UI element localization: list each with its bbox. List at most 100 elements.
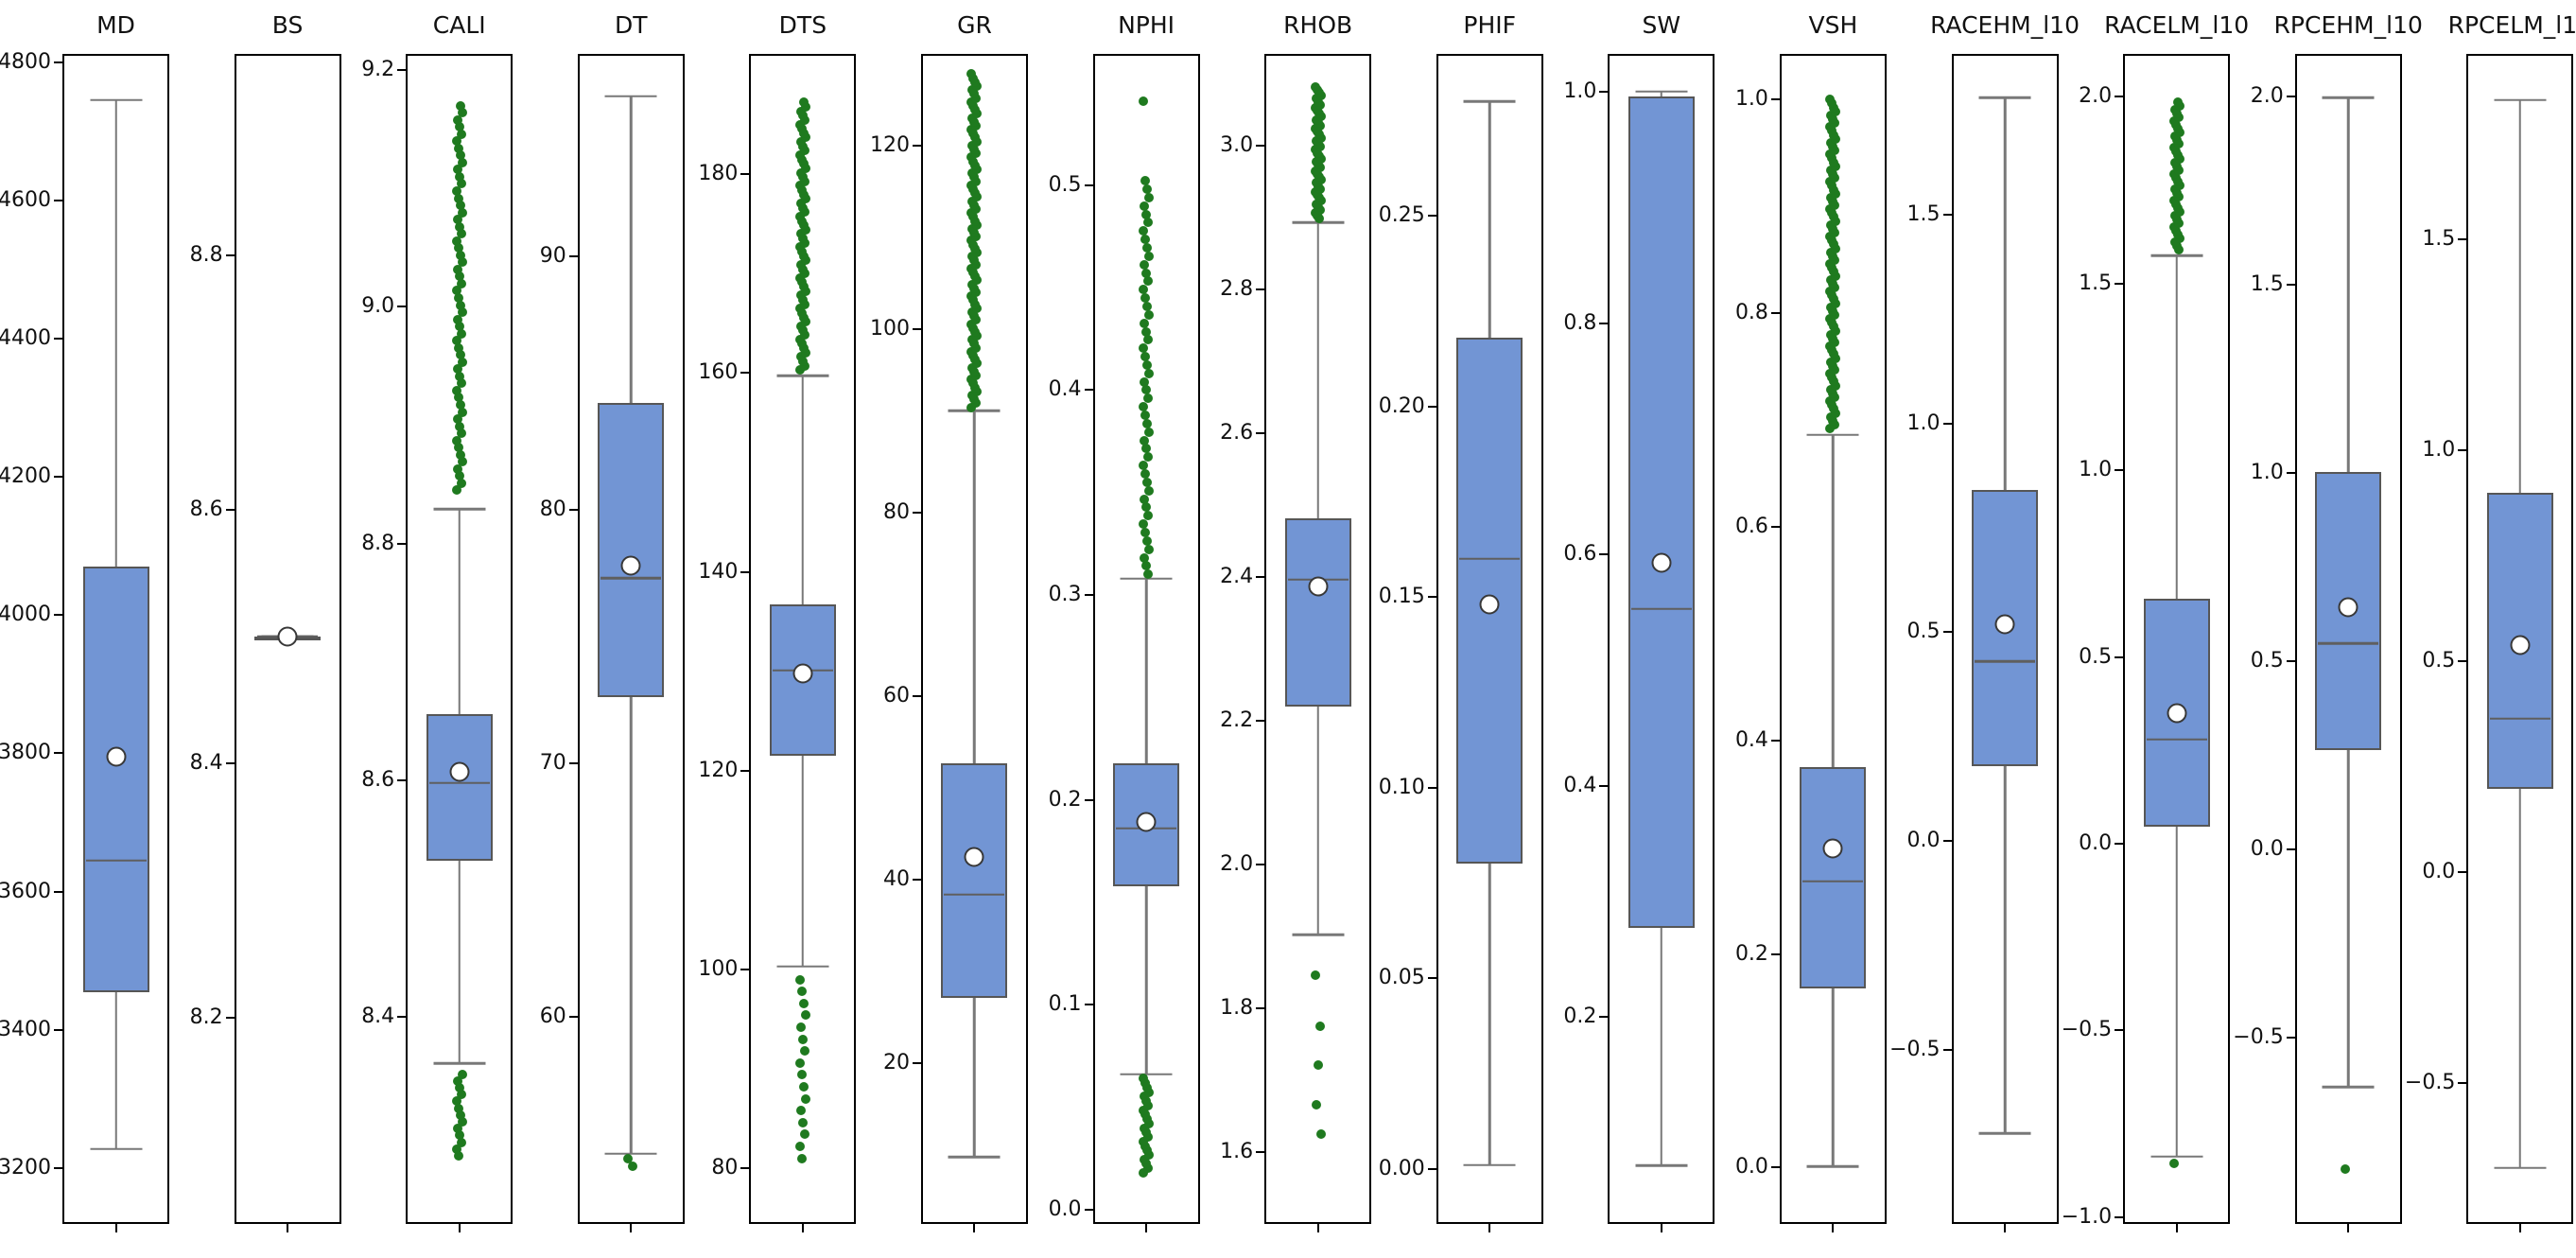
y-tick-label: 2.2 <box>1220 708 1254 732</box>
outlier-dot <box>454 1130 464 1141</box>
outlier-dot <box>1143 1100 1154 1110</box>
iqr-box <box>598 403 665 698</box>
outlier-dot <box>795 199 806 209</box>
outlier-dot <box>799 207 809 218</box>
outlier-dot <box>456 478 466 488</box>
y-tick-label: 2.8 <box>1220 276 1254 301</box>
outlier-dot <box>800 1010 810 1021</box>
outlier-dot <box>797 294 808 305</box>
outlier-dot <box>451 286 461 296</box>
whisker-upper-line <box>114 99 117 568</box>
whisker-cap-lower <box>2322 1085 2375 1089</box>
boxplot-racelm-l10: RACELM_l10 −1.0 −0.5 0.0 0.5 1.0 1.5 2.0 <box>2061 0 2249 1258</box>
outlier-dot <box>799 269 809 279</box>
outlier-dot <box>1144 251 1155 261</box>
whisker-cap-upper <box>2494 98 2547 102</box>
outlier-dot <box>1140 1154 1150 1164</box>
outlier-dot <box>456 229 466 239</box>
outlier-dot <box>2172 97 2183 108</box>
outlier-dot <box>452 1075 462 1086</box>
outlier-dot <box>455 1109 465 1120</box>
outlier-dot <box>451 336 461 346</box>
y-tick-mark <box>1599 322 1609 324</box>
x-tick-mark <box>1316 1224 1319 1232</box>
x-tick-mark <box>458 1224 461 1232</box>
outlier-dot <box>794 211 805 221</box>
whisker-lower-line <box>2175 827 2178 1157</box>
mean-marker <box>792 663 813 684</box>
mean-marker <box>449 761 470 782</box>
whisker-upper-line <box>1316 222 1319 519</box>
outlier-dot <box>1826 329 1836 340</box>
outlier-dot <box>798 1082 809 1092</box>
y-tick-label: 1.0 <box>1906 411 1941 435</box>
outlier-dot <box>2169 131 2180 142</box>
y-tick-label: 0.2 <box>1734 941 1768 966</box>
outlier-dot <box>1141 444 1152 454</box>
y-tick-label: 80 <box>882 500 910 525</box>
y-tick-mark <box>1256 1006 1265 1009</box>
outlier-dot <box>797 141 808 151</box>
outlier-dot <box>1140 435 1150 446</box>
y-tick-label: 0.8 <box>1563 310 1597 335</box>
outlier-dot <box>456 378 466 389</box>
outlier-dot <box>1825 95 1836 105</box>
y-tick-mark <box>2115 843 2124 846</box>
y-tick-label: 8.6 <box>189 497 223 521</box>
y-tick-mark <box>2115 1215 2124 1218</box>
outlier-dot <box>795 290 806 301</box>
outlier-dot <box>1139 343 1149 354</box>
plot-axes-dts: 80 100 120 140 160 180 <box>698 54 857 1232</box>
outlier-dot <box>457 1116 467 1127</box>
outlier-dot <box>1826 357 1836 367</box>
y-tick-label: 100 <box>869 317 910 341</box>
plot-title-racelm-l10: RACELM_l10 <box>2104 11 2250 39</box>
plot-axes-sw: 0.2 0.4 0.6 0.8 1.0 <box>1563 54 1715 1232</box>
y-tick-mark <box>740 173 750 176</box>
mean-marker <box>1308 576 1329 597</box>
whisker-lower-line <box>801 756 805 967</box>
plot-title-racehm-l10: RACEHM_l10 <box>1930 11 2080 39</box>
y-tick-label: 3.0 <box>1220 132 1254 157</box>
outlier-dot <box>1144 485 1155 496</box>
outlier-dot <box>796 216 807 226</box>
outlier-dot <box>1144 1087 1155 1097</box>
y-tick-mark <box>54 337 62 340</box>
plot-axes-phif: 0.00 0.05 0.10 0.15 0.20 0.25 <box>1379 54 1543 1232</box>
y-tick-label: 0.2 <box>1048 787 1082 812</box>
whisker-upper-line <box>2518 99 2522 493</box>
y-tick-label: 0.2 <box>1563 1005 1597 1029</box>
plot-title-dt: DT <box>615 11 648 39</box>
outlier-dot <box>1141 1096 1152 1107</box>
y-tick-mark <box>54 476 62 479</box>
outlier-dot <box>1142 1145 1153 1156</box>
outlier-dot <box>1825 204 1836 215</box>
y-tick-mark <box>912 879 921 882</box>
outlier-dot <box>794 365 805 376</box>
outlier-dot <box>799 237 809 248</box>
outlier-dot <box>796 339 807 349</box>
whisker-cap-upper <box>604 95 657 98</box>
outlier-dot <box>1143 1132 1154 1143</box>
outlier-dot <box>1140 1141 1151 1151</box>
x-tick-mark <box>2004 1224 2007 1232</box>
outlier-dot <box>796 987 807 997</box>
x-tick-mark <box>114 1224 117 1232</box>
y-tick-label: 0.6 <box>1563 542 1597 567</box>
x-tick-mark <box>2347 1224 2350 1232</box>
outlier-dot <box>1141 326 1152 337</box>
outlier-dot <box>1144 368 1155 378</box>
outlier-dot <box>1139 519 1149 530</box>
outlier-dot <box>452 463 462 474</box>
y-tick-mark <box>54 890 62 893</box>
outlier-dot <box>454 1082 464 1092</box>
outlier-dot <box>967 223 978 234</box>
y-tick-mark <box>740 969 750 970</box>
outlier-dot <box>452 114 462 125</box>
y-tick-mark <box>2286 96 2295 98</box>
y-tick-mark <box>1084 389 1093 392</box>
whisker-lower-line <box>1488 864 1491 1165</box>
outlier-dot <box>455 250 465 260</box>
y-tick-label: 0.0 <box>2079 831 2113 856</box>
median-line <box>1975 660 2036 663</box>
